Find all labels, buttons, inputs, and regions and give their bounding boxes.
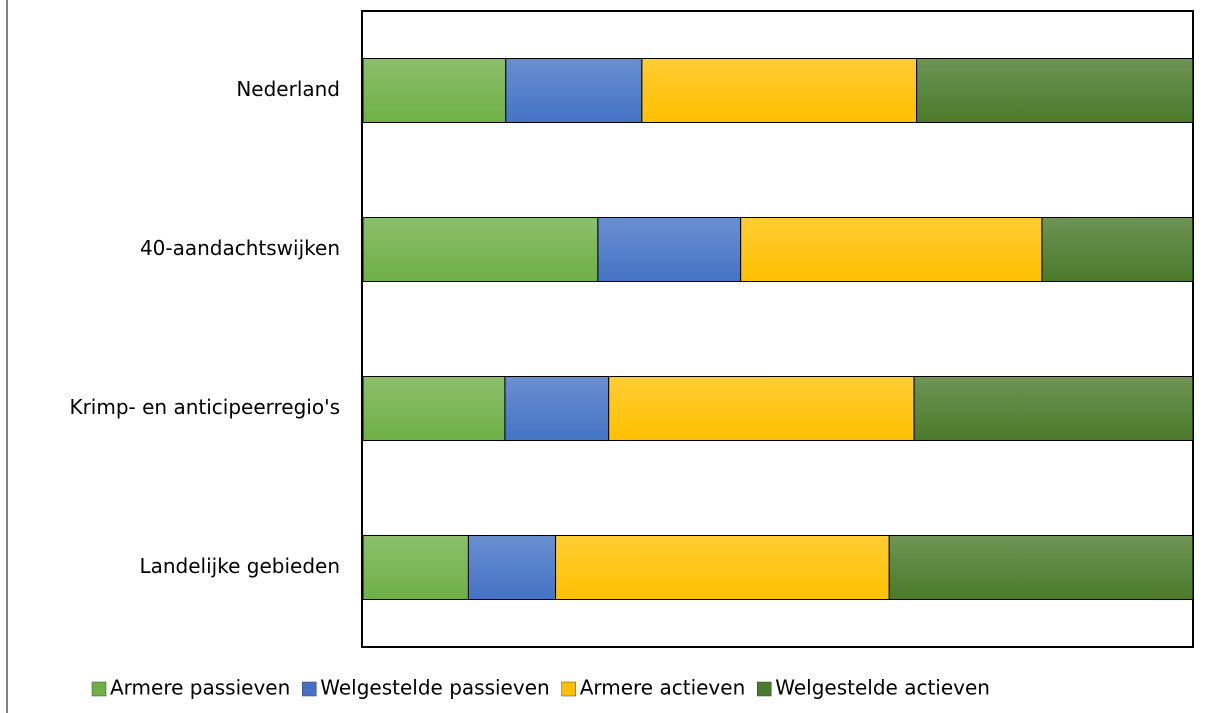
bar-segment: [362, 376, 506, 441]
bar-segment: [505, 58, 643, 123]
bar-segment: [1041, 217, 1194, 282]
bar-segment: [913, 376, 1194, 441]
legend-label: Welgestelde actieven: [775, 676, 990, 700]
bar-segment: [504, 376, 610, 441]
legend-label: Armere actieven: [580, 676, 746, 700]
bar-segment: [888, 535, 1194, 600]
bar-segment: [916, 58, 1194, 123]
legend-swatch: [302, 681, 317, 697]
legend-label: Armere passieven: [110, 676, 290, 700]
legend-swatch: [91, 681, 107, 697]
bar-segment: [362, 58, 507, 123]
plot-area: [361, 10, 1194, 648]
y-tick-label: Landelijke gebieden: [139, 554, 340, 578]
bar-segment: [641, 58, 918, 123]
bar-segment: [362, 217, 599, 282]
legend-swatch: [757, 681, 772, 697]
bar-segment: [467, 535, 557, 600]
legend-label: Welgestelde passieven: [320, 676, 549, 700]
legend-swatch: [561, 681, 576, 697]
y-tick-label: Krimp- en anticipeerregio's: [69, 395, 340, 419]
bar-segment: [362, 535, 469, 600]
bar-segment: [740, 217, 1043, 282]
y-tick-label: 40-aandachtswijken: [140, 236, 340, 260]
bar-segment: [597, 217, 742, 282]
bar-segment: [555, 535, 890, 600]
bar-segment: [608, 376, 915, 441]
y-tick-label: Nederland: [236, 77, 340, 101]
